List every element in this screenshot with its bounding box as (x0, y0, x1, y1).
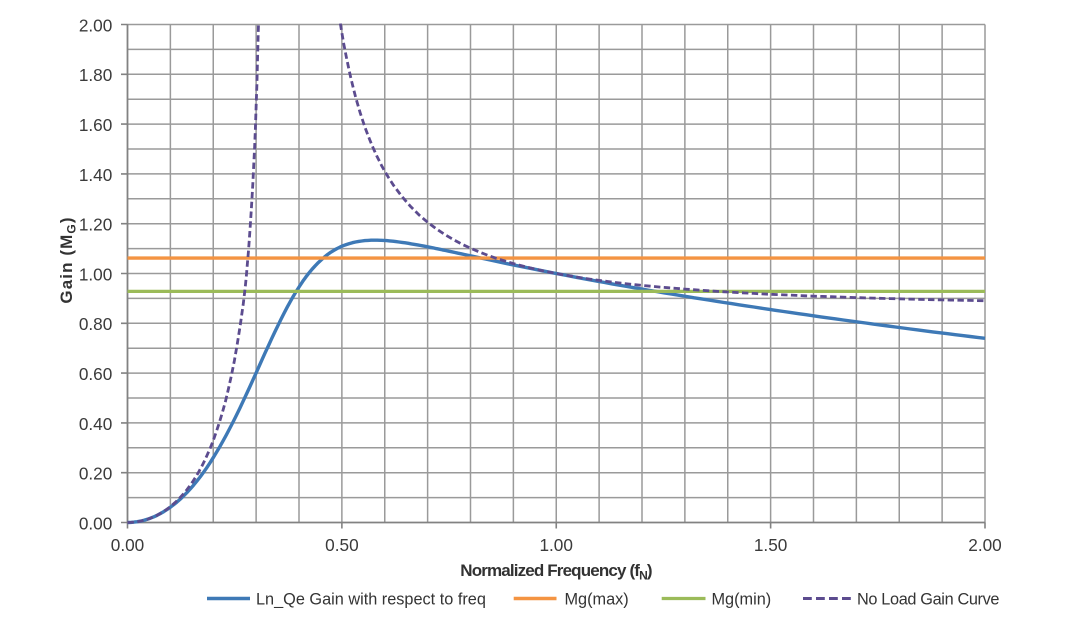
svg-text:1.20: 1.20 (79, 215, 112, 235)
svg-text:0.20: 0.20 (79, 464, 112, 484)
svg-text:1.50: 1.50 (754, 535, 787, 555)
svg-text:0.40: 0.40 (79, 414, 112, 434)
svg-text:0.00: 0.00 (111, 535, 144, 555)
svg-text:Mg(max): Mg(max) (565, 591, 629, 609)
svg-text:Normalized Frequency (fN): Normalized Frequency (fN) (460, 561, 652, 583)
svg-text:2.00: 2.00 (79, 15, 112, 35)
svg-text:No Load Gain Curve: No Load Gain Curve (857, 591, 999, 609)
svg-text:Mg(min): Mg(min) (712, 591, 772, 609)
svg-text:1.80: 1.80 (79, 65, 112, 85)
svg-text:2.00: 2.00 (968, 535, 1001, 555)
svg-text:0.60: 0.60 (79, 364, 112, 384)
svg-text:Gain (MG): Gain (MG) (57, 216, 79, 303)
svg-text:1.00: 1.00 (539, 535, 572, 555)
svg-text:1.60: 1.60 (79, 115, 112, 135)
svg-text:1.40: 1.40 (79, 165, 112, 185)
svg-text:0.50: 0.50 (325, 535, 358, 555)
svg-text:Ln_Qe Gain with respect to fre: Ln_Qe Gain with respect to freq (256, 591, 486, 609)
svg-text:1.00: 1.00 (79, 264, 112, 284)
svg-text:0.00: 0.00 (79, 513, 112, 533)
svg-text:0.80: 0.80 (79, 314, 112, 334)
